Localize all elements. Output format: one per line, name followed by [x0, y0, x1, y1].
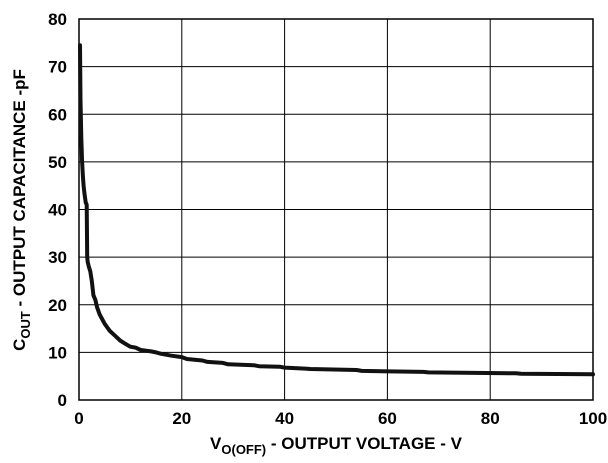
y-tick-label: 70 — [48, 58, 67, 77]
x-axis-title-rest: - OUTPUT VOLTAGE - V — [266, 434, 462, 453]
x-tick-label: 40 — [275, 409, 294, 428]
y-tick-label: 50 — [48, 153, 67, 172]
y-tick-labels: 0 10 20 30 40 50 60 70 80 — [48, 10, 67, 410]
y-tick-label: 20 — [48, 296, 67, 315]
y-tick-label: 10 — [48, 343, 67, 362]
y-axis-title-rest: - OUTPUT CAPACITANCE -pF — [10, 69, 29, 311]
x-axis-title: VO(OFF) - OUTPUT VOLTAGE - V — [210, 434, 463, 457]
x-axis-title-subscript: O(OFF) — [221, 442, 266, 457]
x-tick-label: 80 — [481, 409, 500, 428]
y-axis-title-main: C — [10, 339, 29, 351]
y-tick-label: 60 — [48, 105, 67, 124]
x-tick-label: 60 — [378, 409, 397, 428]
x-tick-labels: 0 20 40 60 80 100 — [74, 409, 607, 428]
y-tick-label: 80 — [48, 10, 67, 29]
y-axis-title: COUT - OUTPUT CAPACITANCE -pF — [10, 69, 33, 351]
y-axis-title-subscript: OUT — [18, 311, 33, 339]
x-tick-label: 100 — [579, 409, 607, 428]
grid — [79, 19, 593, 400]
x-tick-label: 20 — [172, 409, 191, 428]
y-tick-label: 40 — [48, 201, 67, 220]
plot-frame — [78, 18, 594, 401]
y-tick-label: 0 — [58, 391, 67, 410]
y-tick-label: 30 — [48, 248, 67, 267]
capacitance-curve — [78, 43, 595, 377]
x-tick-label: 0 — [74, 409, 83, 428]
x-axis-title-main: V — [210, 434, 222, 453]
